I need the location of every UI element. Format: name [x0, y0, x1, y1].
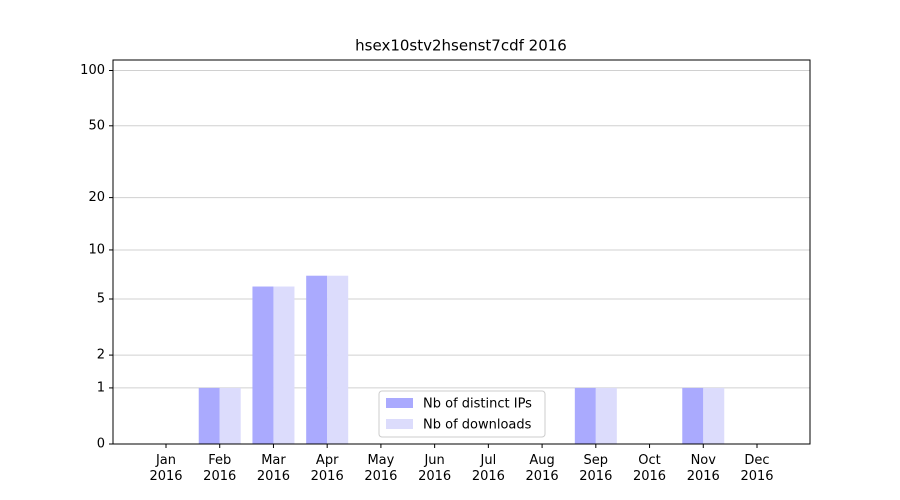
y-tick-label: 50 — [88, 118, 105, 133]
x-tick-label: Aug 2016 — [525, 453, 559, 484]
legend-swatch — [386, 419, 413, 429]
bar — [273, 286, 295, 444]
legend-label: Nb of distinct IPs — [423, 397, 532, 412]
y-tick-label: 1 — [97, 380, 105, 395]
x-tick-label: Dec 2016 — [740, 453, 774, 484]
x-tick-label: Mar 2016 — [256, 453, 290, 484]
bar — [306, 275, 328, 444]
y-tick-label: 5 — [97, 291, 105, 306]
x-tick-label: May 2016 — [364, 453, 398, 484]
bar — [252, 286, 274, 444]
axes-frame — [112, 59, 811, 445]
y-tick-label: 0 — [97, 437, 105, 452]
bar — [574, 387, 596, 444]
x-tick-label: Jun 2016 — [418, 453, 452, 484]
bar — [219, 387, 241, 444]
legend: Nb of distinct IPs Nb of downloads — [378, 390, 546, 438]
legend-swatch — [386, 398, 413, 408]
x-tick-label: Jul 2016 — [471, 453, 505, 484]
bar — [595, 387, 617, 444]
x-tick-label: Apr 2016 — [310, 453, 344, 484]
legend-box — [378, 390, 546, 438]
y-tick-label: 20 — [88, 190, 105, 205]
chart-title: hsex10stv2hsenst7cdf 2016 — [355, 37, 567, 55]
bar — [703, 387, 725, 444]
x-tick-label: Feb 2016 — [203, 453, 237, 484]
y-tick-label: 10 — [88, 242, 105, 257]
bar — [198, 387, 220, 444]
legend-label: Nb of downloads — [423, 418, 532, 433]
bar — [327, 275, 349, 444]
x-tick-label: Jan 2016 — [149, 453, 183, 484]
bar — [682, 387, 704, 444]
x-tick-label: Sep 2016 — [579, 453, 613, 484]
y-tick-label: 2 — [97, 348, 105, 363]
x-tick-label: Nov 2016 — [686, 453, 720, 484]
y-tick-label: 100 — [80, 63, 105, 78]
x-tick-label: Oct 2016 — [632, 453, 667, 484]
